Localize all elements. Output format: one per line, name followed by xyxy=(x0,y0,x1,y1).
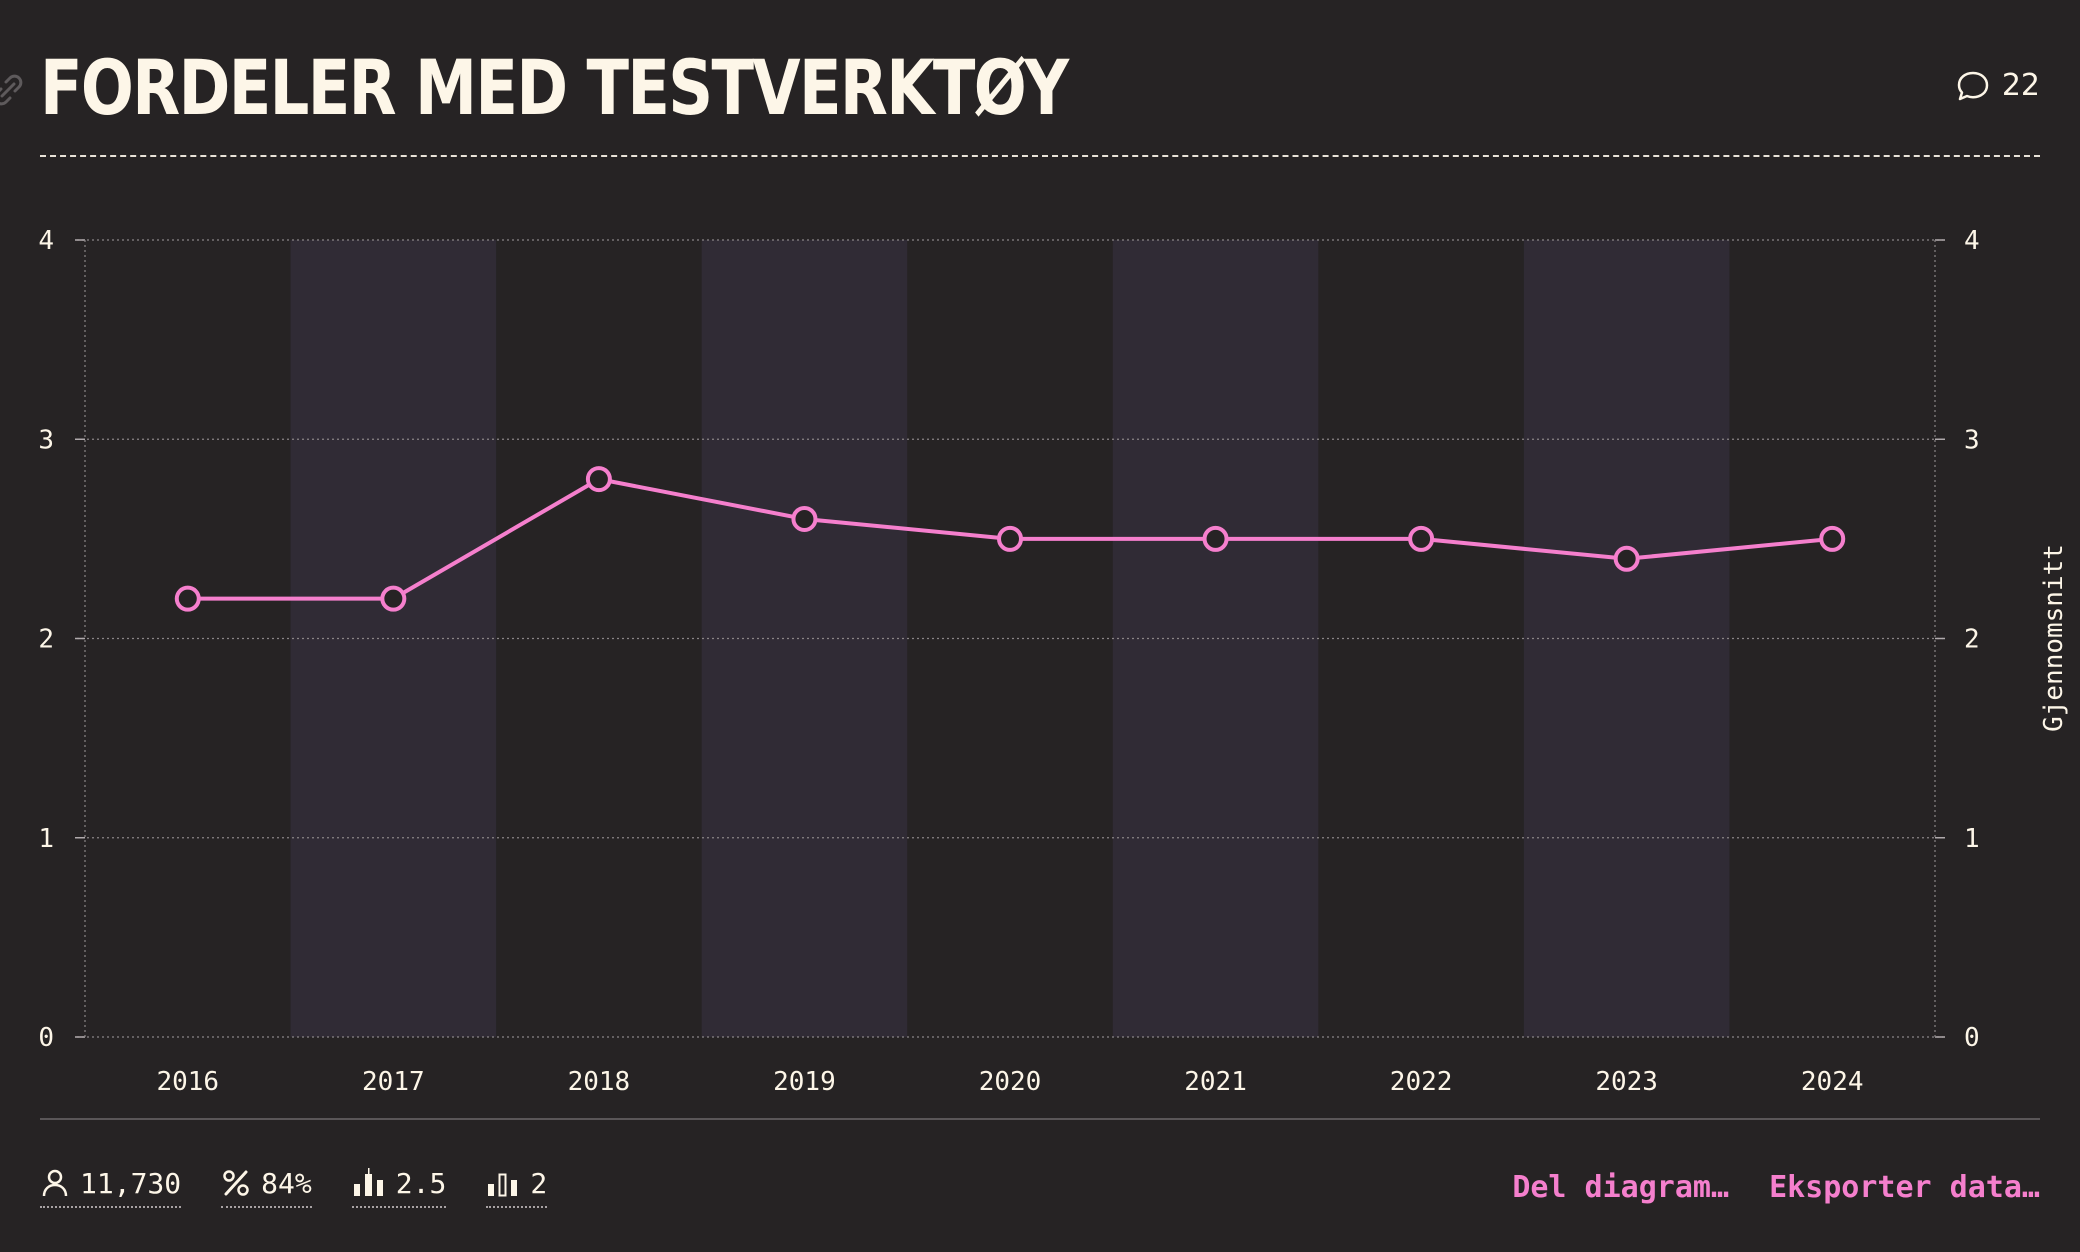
x-tick-label: 2021 xyxy=(1184,1067,1247,1097)
y-tick-label-right: 0 xyxy=(1964,1023,1980,1053)
y-tick-label-right: 4 xyxy=(1964,226,1980,256)
y-tick-label-left: 3 xyxy=(38,425,54,455)
export-data-button[interactable]: Eksporter data… xyxy=(1769,1169,2040,1205)
data-point xyxy=(585,466,612,493)
data-point xyxy=(174,585,201,612)
data-point xyxy=(1202,525,1229,552)
average-stat[interactable]: 2.5 xyxy=(351,1166,447,1208)
y-tick-label-right: 2 xyxy=(1964,625,1980,655)
bar-chart-icon xyxy=(353,1168,383,1196)
x-tick-label: 2018 xyxy=(568,1067,631,1097)
data-point xyxy=(380,585,407,612)
percent-value: 84% xyxy=(261,1166,312,1200)
x-tick-label: 2024 xyxy=(1801,1067,1864,1097)
comment-icon xyxy=(1957,71,1989,100)
y-tick-label-left: 0 xyxy=(38,1023,54,1053)
x-tick-label: 2023 xyxy=(1595,1067,1658,1097)
median-value: 2 xyxy=(530,1166,548,1200)
chart-actions: Del diagram… Eksporter data… xyxy=(1512,1170,2040,1205)
percent-stat[interactable]: 84% xyxy=(221,1167,312,1208)
y-tick-label-right: 1 xyxy=(1964,824,1980,854)
y-tick-label-right: 3 xyxy=(1964,425,1980,455)
comments-button[interactable]: 22 xyxy=(1956,68,2040,103)
data-point xyxy=(791,505,818,532)
y-tick-label-left: 1 xyxy=(38,824,54,854)
comment-count: 22 xyxy=(2001,68,2040,103)
data-point xyxy=(997,525,1023,552)
respondents-stat[interactable]: 11,730 xyxy=(40,1166,182,1208)
link-icon[interactable] xyxy=(0,70,28,110)
line-chart: 0 0 1 1 2 2 3 3 4 4 2016 2017 2018 2019 2020 2021 2022 20… xyxy=(38,226,2069,1097)
average-value: 2.5 xyxy=(395,1166,447,1200)
bar-chart-outline-icon xyxy=(488,1173,518,1197)
y-axis-title: Gjennomsnitt xyxy=(2039,544,2069,732)
header-divider xyxy=(40,155,2040,157)
data-point xyxy=(1613,545,1640,572)
share-chart-button[interactable]: Del diagram… xyxy=(1512,1169,1730,1205)
chart-footer: 11,730 84% 2.5 2 xyxy=(40,1162,2040,1212)
page-title: FORDELER MED TESTVERKTØY xyxy=(40,43,1069,132)
footer-divider xyxy=(40,1118,2040,1120)
x-tick-label: 2016 xyxy=(156,1067,219,1097)
percent-icon xyxy=(223,1170,249,1196)
y-tick-label-left: 2 xyxy=(38,625,54,655)
respondents-value: 11,730 xyxy=(80,1166,182,1200)
data-point xyxy=(1408,525,1435,552)
data-point xyxy=(1819,525,1846,552)
x-tick-label: 2019 xyxy=(773,1067,836,1097)
person-icon xyxy=(42,1169,68,1197)
x-tick-label: 2017 xyxy=(362,1067,425,1097)
y-tick-label-left: 4 xyxy=(38,226,54,256)
x-tick-label: 2020 xyxy=(979,1067,1042,1097)
stats-bar: 11,730 84% 2.5 2 xyxy=(40,1166,548,1208)
median-stat[interactable]: 2 xyxy=(486,1166,548,1208)
x-tick-label: 2022 xyxy=(1390,1067,1453,1097)
